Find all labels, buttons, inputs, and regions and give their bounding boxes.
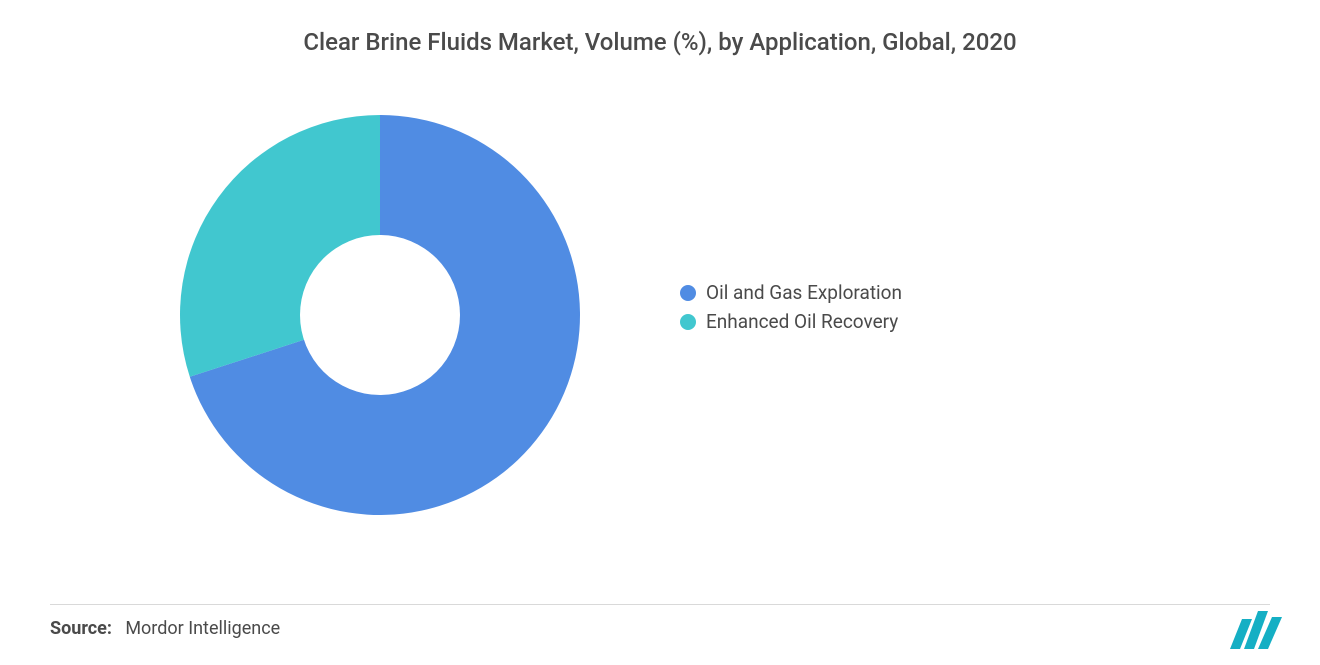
legend-label: Oil and Gas Exploration bbox=[706, 278, 902, 307]
source-label: Source: bbox=[50, 618, 112, 639]
legend-item: Enhanced Oil Recovery bbox=[680, 307, 902, 336]
chart-title: Clear Brine Fluids Market, Volume (%), b… bbox=[0, 0, 1320, 56]
mordor-logo-icon bbox=[1228, 609, 1284, 649]
legend-swatch bbox=[680, 314, 696, 330]
chart-legend: Oil and Gas ExplorationEnhanced Oil Reco… bbox=[680, 278, 902, 337]
legend-swatch bbox=[680, 285, 696, 301]
donut-hole bbox=[300, 235, 460, 395]
donut-chart bbox=[160, 95, 600, 535]
legend-item: Oil and Gas Exploration bbox=[680, 278, 902, 307]
legend-label: Enhanced Oil Recovery bbox=[706, 307, 898, 336]
chart-source: Source: Mordor Intelligence bbox=[50, 618, 280, 639]
footer-rule bbox=[50, 604, 1270, 605]
donut-svg bbox=[160, 95, 600, 535]
source-text: Mordor Intelligence bbox=[125, 618, 280, 639]
